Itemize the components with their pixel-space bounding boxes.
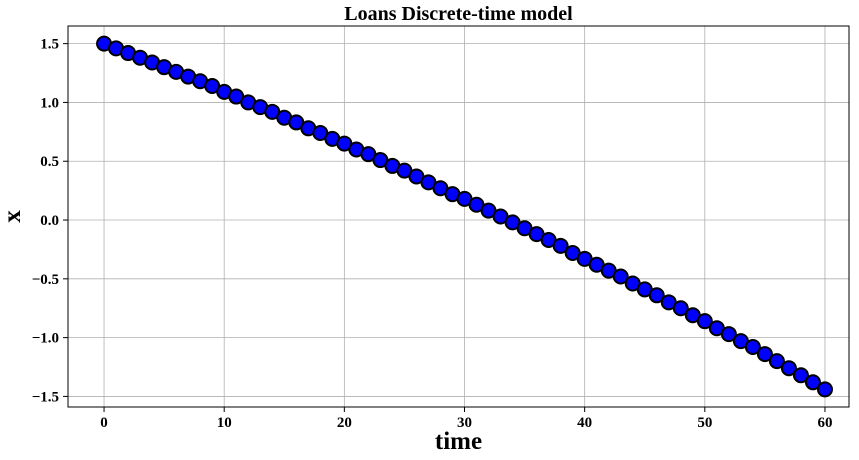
y-tick-label: 0.0	[40, 213, 59, 229]
data-point	[804, 374, 821, 391]
data-point	[768, 353, 785, 370]
x-tick-label: 10	[217, 415, 232, 431]
axis-ticks: 0 10 20 30 40 50 60 1.5 1.0 0.5 0.0 −0.5 −1.0 −1.5	[32, 37, 833, 431]
y-tick-label: −0.5	[32, 272, 59, 288]
data-point	[648, 287, 665, 304]
data-point	[696, 313, 713, 330]
data-point	[552, 237, 569, 254]
data-point	[816, 381, 833, 398]
data-point	[612, 268, 629, 285]
data-point	[720, 326, 737, 343]
plot-frame	[67, 25, 850, 408]
data-points	[96, 35, 833, 398]
x-tick-label: 40	[577, 415, 592, 431]
x-axis-label: time	[435, 428, 482, 455]
x-tick-label: 20	[337, 415, 352, 431]
data-point	[780, 360, 797, 377]
y-axis-label: x	[0, 210, 26, 223]
data-point	[672, 300, 689, 317]
y-tick-label: −1.0	[32, 331, 59, 347]
data-point	[756, 346, 773, 363]
x-tick-label: 30	[457, 415, 472, 431]
x-tick-label: 50	[697, 415, 712, 431]
y-tick-label: 1.5	[40, 37, 59, 53]
y-tick-label: 1.0	[40, 95, 59, 111]
y-tick-label: −1.5	[32, 389, 59, 405]
data-point	[792, 367, 809, 384]
data-point	[744, 339, 761, 356]
grid	[68, 26, 849, 407]
chart-title: Loans Discrete-time model	[344, 3, 573, 25]
x-tick-label: 60	[817, 415, 832, 431]
x-tick-label: 0	[100, 415, 108, 431]
y-tick-label: 0.5	[40, 154, 59, 170]
